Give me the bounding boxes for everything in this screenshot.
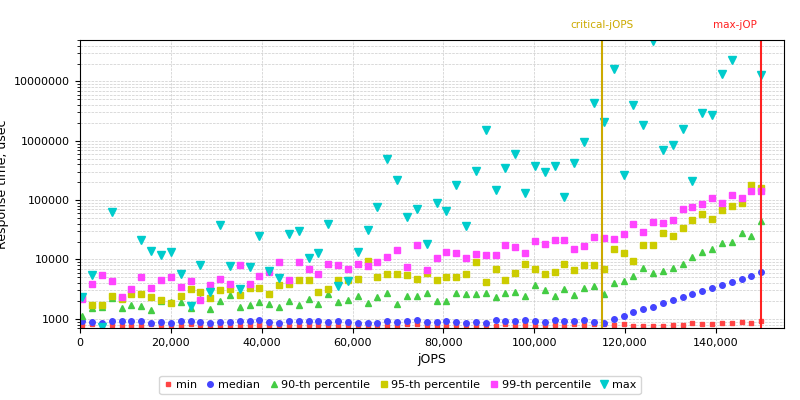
max [156,252,166,257]
max [609,66,618,71]
99-th percentile [294,260,303,265]
X-axis label: jOPS: jOPS [418,353,446,366]
95-th percentile [373,275,382,280]
min [166,322,176,327]
max [757,73,766,78]
median [668,298,678,303]
median [658,301,668,306]
min [176,324,186,328]
99-th percentile [166,275,176,280]
Line: 95-th percentile: 95-th percentile [79,182,764,308]
90-th percentile [451,291,461,296]
95-th percentile [97,303,106,308]
median [97,320,106,325]
99-th percentile [245,281,254,286]
median [245,319,254,324]
95-th percentile [176,294,186,299]
Line: 90-th percentile: 90-th percentile [78,217,765,319]
median [78,318,87,323]
min [78,323,87,328]
median [462,320,471,325]
min [658,323,668,328]
max [97,325,106,330]
min [245,323,254,328]
max [265,268,274,273]
95-th percentile [757,185,766,190]
99-th percentile [78,296,87,301]
95-th percentile [245,286,254,291]
99-th percentile [757,188,766,193]
90-th percentile [757,218,766,223]
90-th percentile [235,304,245,309]
Line: max: max [78,37,766,331]
median [757,270,766,275]
min [462,323,471,328]
min [757,318,766,323]
max [304,255,314,260]
99-th percentile [195,298,205,302]
95-th percentile [78,295,87,300]
min [294,323,303,328]
min [668,322,678,327]
95-th percentile [294,278,303,283]
max [78,295,87,300]
max [382,157,392,162]
95-th percentile [746,183,756,188]
median [176,318,186,323]
90-th percentile [658,269,668,274]
90-th percentile [78,313,87,318]
95-th percentile [462,271,471,276]
Text: critical-jOPS: critical-jOPS [570,20,634,30]
99-th percentile [462,256,471,260]
max [392,178,402,183]
median [294,318,303,323]
Line: min: min [80,319,763,328]
Text: max-jOP: max-jOP [713,20,757,30]
90-th percentile [648,270,658,275]
Line: 99-th percentile: 99-th percentile [79,188,764,303]
99-th percentile [658,221,668,226]
90-th percentile [284,298,294,303]
Line: median: median [79,270,764,326]
Y-axis label: Response time, usec: Response time, usec [0,119,9,249]
99-th percentile [668,218,678,223]
max [648,39,658,44]
Legend: min, median, 90-th percentile, 95-th percentile, 99-th percentile, max: min, median, 90-th percentile, 95-th per… [159,376,641,394]
95-th percentile [668,234,678,239]
90-th percentile [254,299,264,304]
